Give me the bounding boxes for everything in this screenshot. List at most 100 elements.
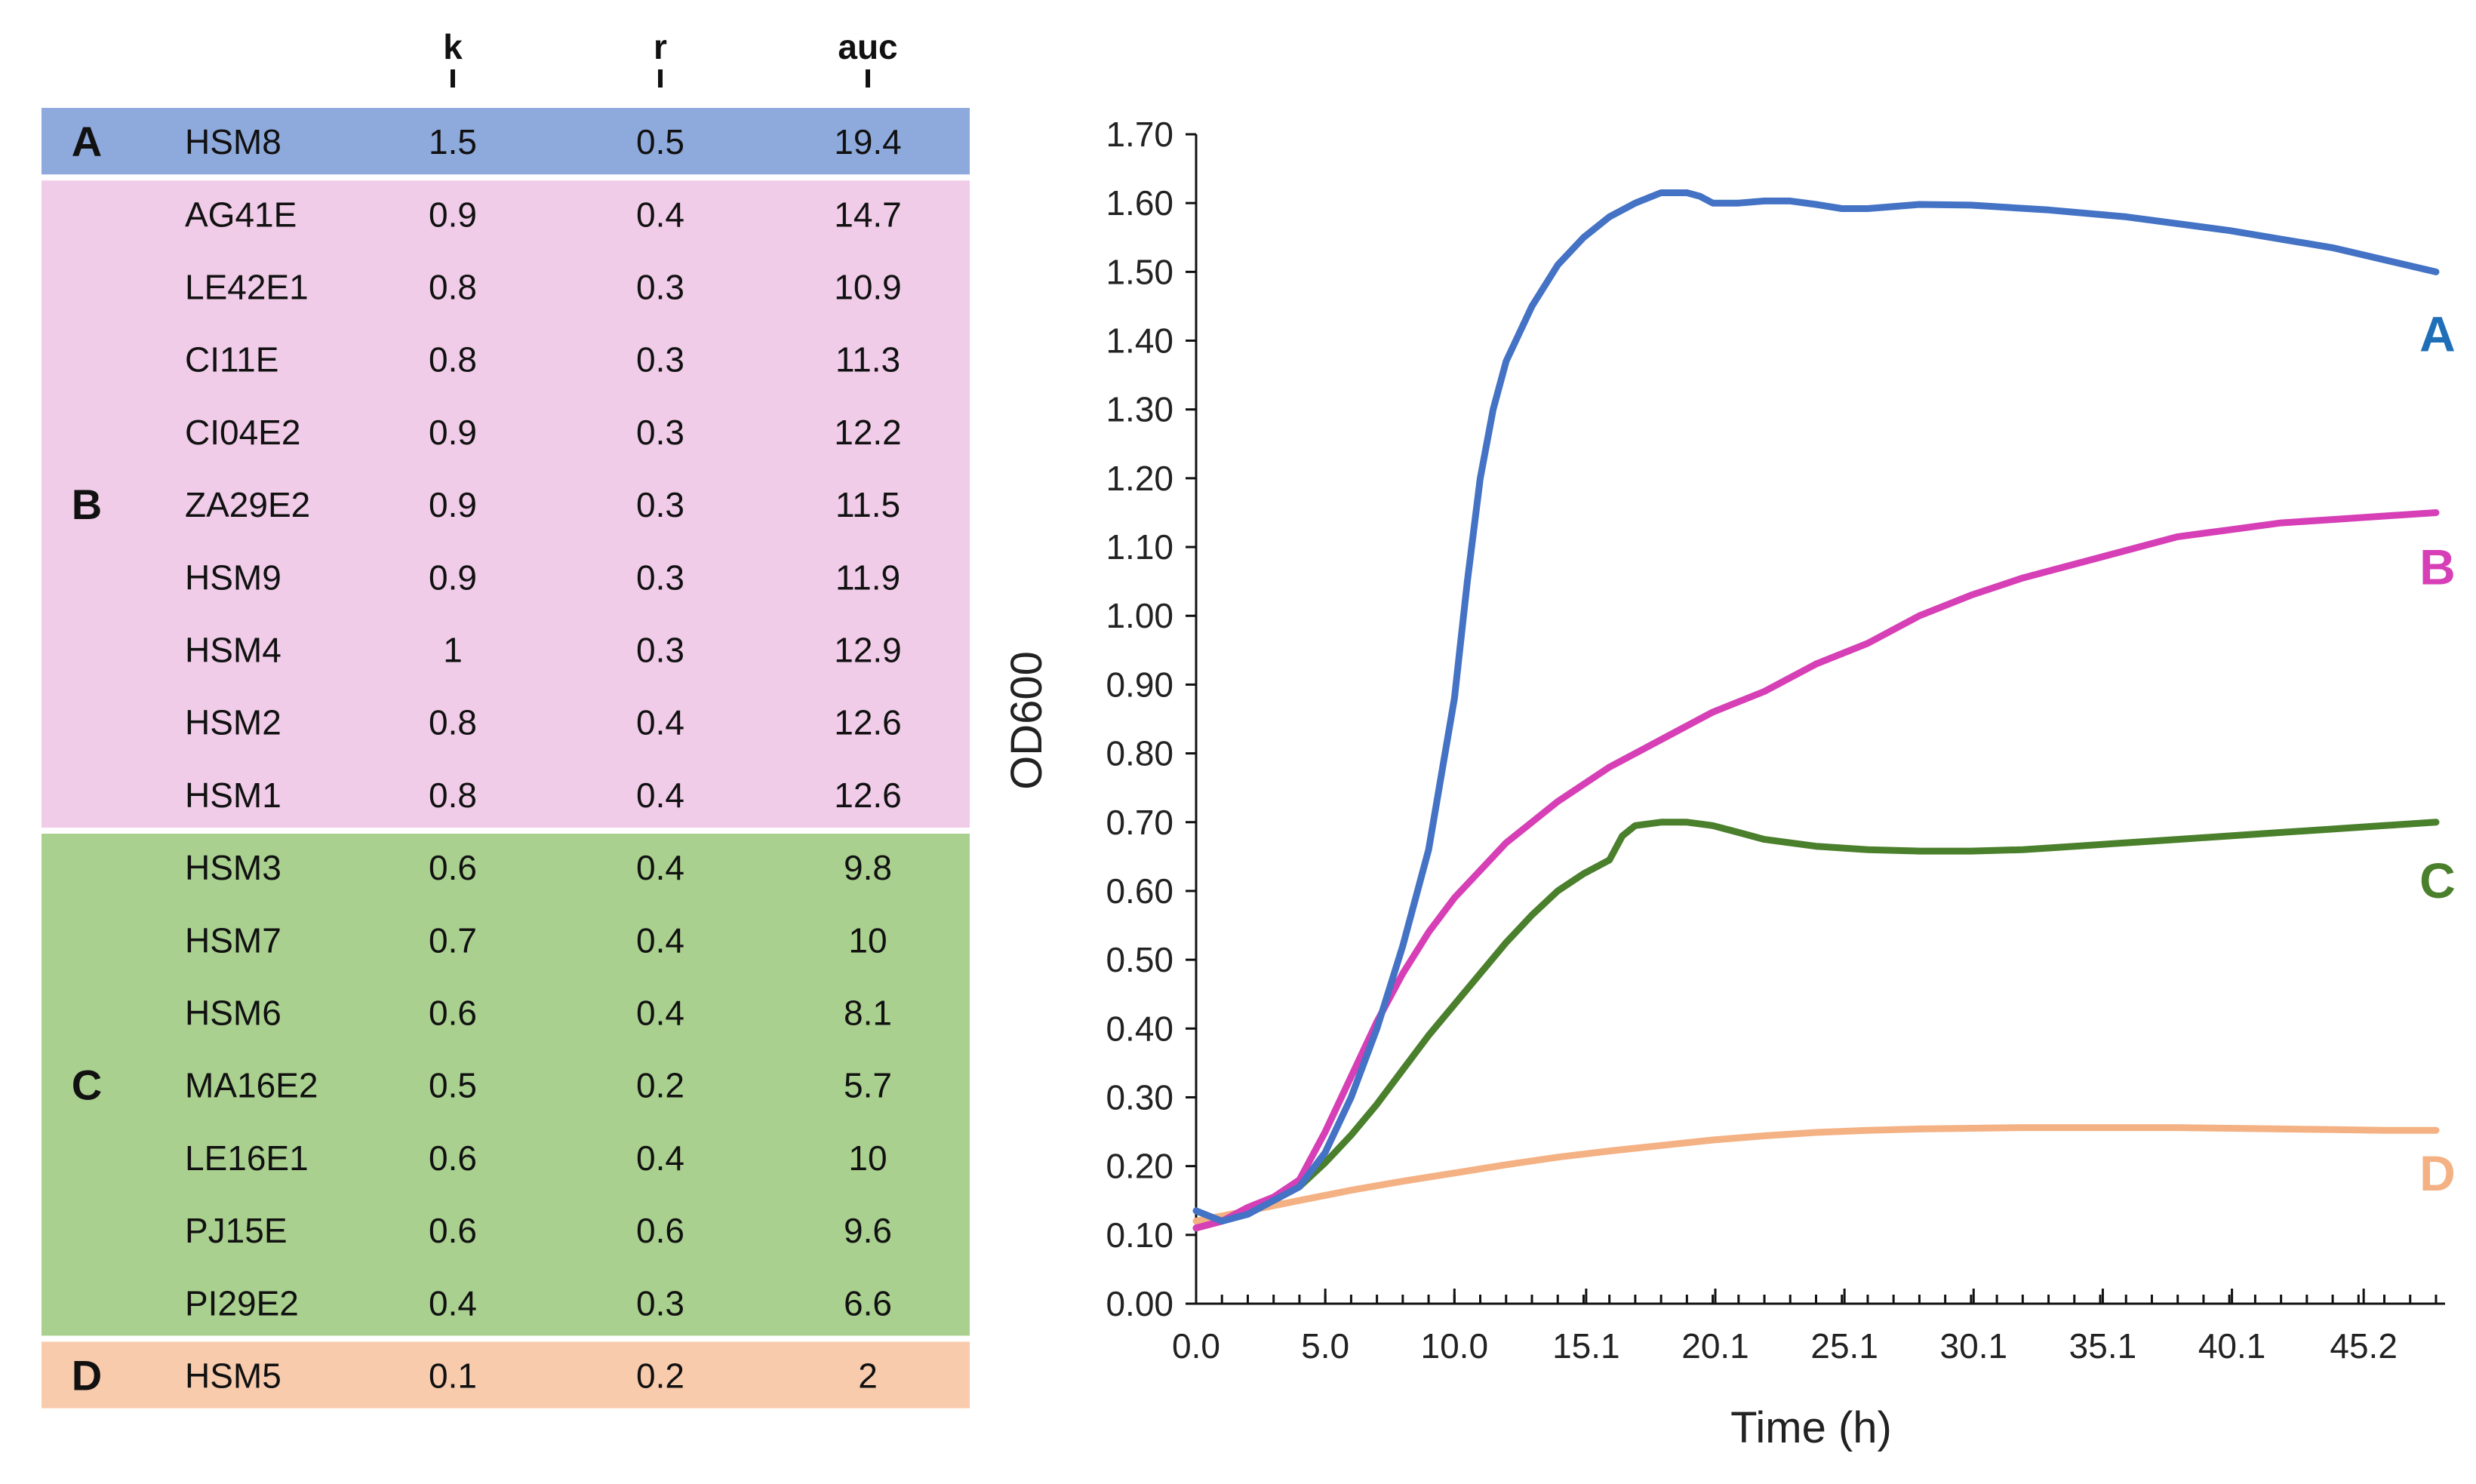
- group-band-B: [42, 180, 970, 828]
- strain-name: HSM9: [185, 558, 281, 597]
- group-band-A: [42, 108, 970, 175]
- cell-k: 0.6: [429, 1138, 477, 1178]
- x-tick-label: 15.1: [1552, 1326, 1620, 1366]
- series-line-B: [1192, 509, 2440, 1232]
- strain-table: k r auc A HSM8 1.5 0.5 19.4 B AG41E 0.9 0.4 14.7 LE4…: [42, 27, 970, 1409]
- y-tick-label: 0.30: [1106, 1077, 1173, 1117]
- y-tick-label: 0.00: [1106, 1284, 1173, 1323]
- strain-name: CI11E: [185, 340, 278, 379]
- chart-background: [996, 38, 2476, 1484]
- cell-r: 0.4: [636, 920, 684, 960]
- strain-name: HSM4: [185, 631, 281, 670]
- x-axis-title: Time (h): [1730, 1403, 1892, 1452]
- strain-name: HSM5: [185, 1356, 281, 1396]
- cell-r: 0.3: [636, 631, 684, 670]
- cell-k: 0.8: [429, 703, 477, 742]
- cell-r: 0.4: [636, 776, 684, 815]
- table-header: k r auc: [443, 27, 898, 88]
- y-tick-label: 0.60: [1106, 871, 1173, 911]
- cell-auc: 14.7: [834, 195, 902, 234]
- cell-r: 0.3: [636, 268, 684, 307]
- series-lines: [1192, 189, 2440, 1232]
- cell-auc: 6.6: [844, 1283, 892, 1323]
- cell-r: 0.3: [636, 1283, 684, 1323]
- group-label-D: D: [72, 1352, 102, 1400]
- cell-auc: 11.9: [835, 558, 900, 597]
- x-tick-label: 25.1: [1810, 1326, 1878, 1366]
- y-tick-label: 1.70: [1106, 115, 1173, 154]
- x-tick-label: 0.0: [1172, 1326, 1220, 1366]
- series-label-A: A: [2419, 306, 2456, 361]
- cell-k: 0.6: [429, 1211, 477, 1250]
- strain-name: ZA29E2: [185, 485, 310, 524]
- series-line-D: [1192, 1124, 2440, 1225]
- y-tick-label: 1.00: [1106, 596, 1173, 635]
- cell-r: 0.3: [636, 340, 684, 379]
- group-label-C: C: [72, 1062, 102, 1109]
- y-tick-label: 1.50: [1106, 252, 1173, 291]
- x-tick-label: 20.1: [1681, 1326, 1749, 1366]
- column-header-k: k: [443, 27, 463, 66]
- group-band-C: [42, 834, 970, 1336]
- strain-name: LE42E1: [185, 268, 309, 307]
- cell-auc: 12.6: [834, 703, 902, 742]
- cell-r: 0.3: [636, 485, 684, 524]
- y-tick-label: 1.40: [1106, 321, 1173, 361]
- cell-r: 0.2: [636, 1066, 684, 1105]
- cell-r: 0.4: [636, 994, 684, 1033]
- cell-k: 0.6: [429, 994, 477, 1033]
- cell-r: 0.4: [636, 703, 684, 742]
- strain-name: MA16E2: [185, 1066, 318, 1105]
- cell-r: 0.2: [636, 1356, 684, 1396]
- cell-k: 0.9: [429, 413, 477, 452]
- y-tick-label: 0.70: [1106, 803, 1173, 842]
- series-label-B: B: [2419, 539, 2456, 595]
- x-tick-label: 45.2: [2330, 1326, 2398, 1366]
- x-tick-label: 40.1: [2198, 1326, 2266, 1366]
- y-tick-label: 0.80: [1106, 734, 1173, 773]
- group-band-D: [42, 1341, 970, 1409]
- cell-auc: 11.3: [835, 340, 900, 379]
- series-label-C: C: [2419, 853, 2456, 908]
- strain-name: HSM3: [185, 848, 281, 887]
- strain-name: PI29E2: [185, 1283, 299, 1323]
- cell-r: 0.3: [636, 558, 684, 597]
- cell-r: 0.3: [636, 413, 684, 452]
- y-axis: 0.00 0.10 0.20 0.30 0.40 0.50 0.60 0.70 0.80 0.90…: [1106, 115, 1198, 1323]
- cell-k: 0.8: [429, 268, 477, 307]
- y-tick-label: 1.20: [1106, 459, 1173, 498]
- series-line-C: [1192, 819, 2440, 1232]
- cell-auc: 11.5: [835, 485, 900, 524]
- series-line-A: [1192, 189, 2440, 1225]
- cell-r: 0.4: [636, 1138, 684, 1178]
- cell-r: 0.4: [636, 195, 684, 234]
- cell-k: 0.9: [429, 558, 477, 597]
- cell-auc: 12.2: [834, 413, 902, 452]
- table-body: A HSM8 1.5 0.5 19.4 B AG41E 0.9 0.4 14.7 LE42E1 0.8…: [42, 108, 970, 1409]
- group-label-B: B: [72, 481, 102, 528]
- cell-auc: 19.4: [834, 122, 902, 161]
- cell-auc: 12.9: [834, 631, 902, 670]
- cell-k: 0.8: [429, 776, 477, 815]
- cell-auc: 9.8: [844, 848, 892, 887]
- y-tick-label: 0.40: [1106, 1009, 1173, 1048]
- strain-name: AG41E: [185, 195, 297, 234]
- strain-name: HSM8: [185, 122, 281, 161]
- cell-k: 0.8: [429, 340, 477, 379]
- strain-name: PJ15E: [185, 1211, 288, 1250]
- y-tick-label: 0.50: [1106, 940, 1173, 979]
- cell-k: 1: [443, 631, 463, 670]
- cell-k: 0.5: [429, 1066, 477, 1105]
- x-axis: 0.0 5.0 10.0 15.1 20.1 25.1 30.1 35.1 40.1 45.2: [1172, 1289, 2445, 1366]
- cell-auc: 10.9: [834, 268, 902, 307]
- cell-auc: 9.6: [844, 1211, 892, 1250]
- y-axis-title: OD600: [1002, 651, 1051, 790]
- cell-k: 0.7: [429, 920, 477, 960]
- cell-auc: 12.6: [834, 776, 902, 815]
- strain-name: HSM2: [185, 703, 281, 742]
- group-label-A: A: [72, 118, 102, 165]
- cell-k: 0.6: [429, 848, 477, 887]
- cell-auc: 2: [858, 1356, 878, 1396]
- column-header-r: r: [654, 27, 667, 66]
- y-tick-label: 1.60: [1106, 183, 1173, 223]
